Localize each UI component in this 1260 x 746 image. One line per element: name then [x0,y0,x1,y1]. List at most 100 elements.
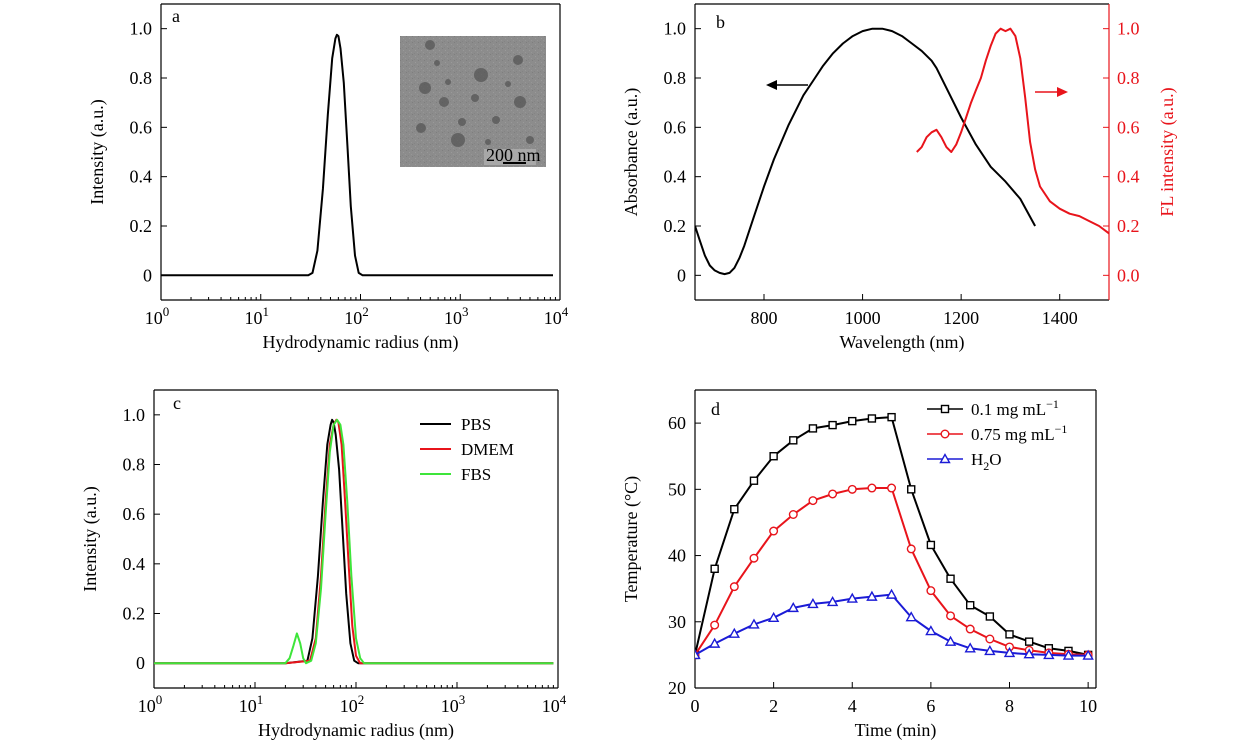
data-point [728,627,741,638]
nanoparticle [471,94,479,102]
x-tick-label: 100 [138,692,163,716]
nanoparticle [458,118,466,126]
y-axis-label: Intensity (a.u.) [80,486,101,591]
y-tick-label: 0.2 [123,604,146,624]
data-point [1043,648,1055,660]
series-line-fl [916,27,1109,235]
plot-area [695,27,1109,276]
x-tick-label: 8 [1005,696,1014,716]
y-tick-label: 20 [668,678,686,698]
plot-area [154,418,554,665]
legend-label: PBS [461,415,491,434]
data-point [708,637,721,648]
scale-bar-label: 200 nm [486,145,541,165]
nanoparticle [513,55,523,65]
data-point [926,586,936,596]
legend-label: FBS [461,465,491,484]
data-point [789,436,798,445]
y-tick-label: 1.0 [664,19,687,39]
data-point [946,611,956,621]
y2-tick-label: 0.2 [1117,216,1140,236]
y2-tick-label: 1.0 [1117,19,1140,39]
data-point [1023,648,1035,659]
data-point [867,483,877,493]
y-tick-label: 1.0 [123,405,146,425]
data-point [906,544,916,554]
y-tick-label: 0 [677,265,686,285]
data-point [769,526,779,536]
x-tick-label: 100 [145,304,170,328]
data-point [788,509,798,519]
y-tick-label: 0.2 [664,216,687,236]
x-tick-label: 1400 [1042,308,1078,328]
legend-marker [940,429,950,439]
data-point [729,582,739,592]
y-tick-label: 0.4 [123,554,146,574]
nanoparticle [419,82,431,94]
x-axis-label: Hydrodynamic radius (nm) [263,332,459,353]
data-point [985,612,995,621]
data-point [1024,637,1034,646]
x-tick-label: 1000 [845,308,881,328]
panel-c: c 0 0.2 0.4 0.6 0.8 1.0 100 101 102 103 104 Hydrodyn… [80,389,567,741]
data-point [1062,649,1075,660]
panel-label: d [711,399,720,419]
y-axis-label: Intensity (a.u.) [87,99,108,204]
plot-area [695,412,1094,660]
data-point [926,540,936,550]
x-axis-label: Time (min) [855,720,937,741]
data-point [985,634,995,644]
nanoparticle [505,81,511,87]
x-tick-label: 103 [444,304,469,328]
y-tick-label: 0.4 [664,167,687,187]
y-tick-label: 0.2 [130,216,153,236]
data-point [965,601,975,610]
data-point [964,642,976,653]
panel-b: b 0 0.0 0.2 0.2 0.4 0.4 0.6 0.6 0.8 0.8 1.0 1.0 800 10… [621,3,1178,353]
x-axis-label: Wavelength (nm) [839,332,964,353]
arrow-left-head [766,80,777,90]
data-point [885,588,898,599]
data-point [769,452,778,461]
data-point [946,574,955,583]
y2-tick-label: 0.4 [1117,167,1140,187]
y-tick-label: 0.8 [664,68,687,88]
panel-d: d 20 30 40 50 60 0 2 4 6 8 10 Time (min) Temperature … [621,389,1097,741]
legend-marker [939,453,951,464]
data-point [887,483,897,493]
legend: PBS DMEM FBS [420,415,514,484]
data-point [710,564,719,573]
y-tick-label: 0.4 [130,167,153,187]
scale-bar-background [484,149,536,165]
y2-tick-label: 0.8 [1117,68,1140,88]
nanoparticle [451,133,465,147]
nanoparticle [485,139,491,145]
data-point [887,412,896,422]
y-tick-label: 0.6 [664,117,687,137]
arrow-right-head [1057,87,1068,97]
y-tick-label: 50 [668,479,686,499]
legend-label: DMEM [461,440,514,459]
data-point [749,476,759,485]
data-point [710,620,720,630]
x-tick-label: 102 [340,692,365,716]
legend-label: H2O [971,450,1002,473]
data-point [828,489,838,499]
legend-marker [940,404,950,414]
y-axis-label: Temperature (°C) [621,476,642,602]
y-axis-label: Absorbance (a.u.) [621,88,642,216]
nanoparticle [439,97,449,107]
x-tick-label: 101 [245,304,270,328]
nanoparticle [492,116,500,124]
data-point [925,625,937,636]
data-point [965,624,975,634]
y-tick-label: 0.6 [130,117,153,137]
x-tick-label: 4 [848,696,857,716]
nanoparticle [526,136,534,144]
x-tick-label: 104 [544,304,569,328]
nanoparticle [434,60,440,66]
x-tick-label: 2 [769,696,778,716]
y2-axis-label: FL intensity (a.u.) [1157,87,1178,216]
data-point [695,648,701,660]
